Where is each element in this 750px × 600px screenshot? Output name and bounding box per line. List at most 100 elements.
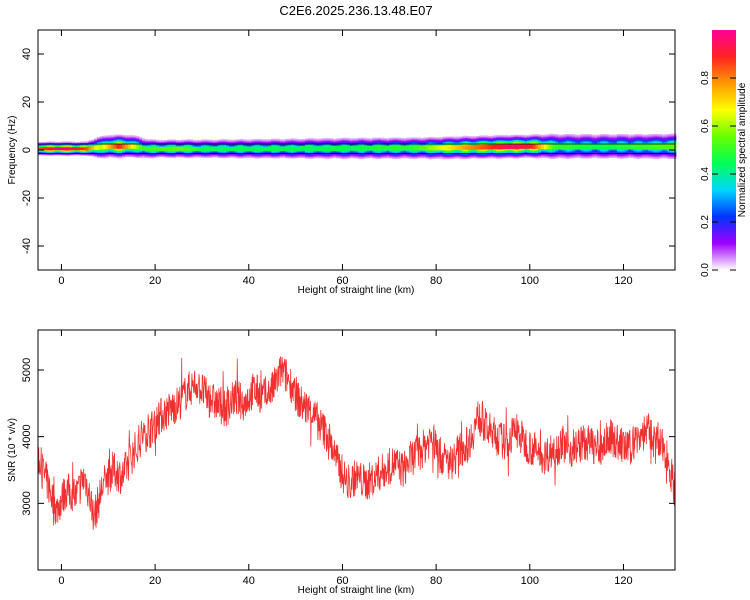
- heatmap-cell: [38, 148, 42, 150]
- heatmap-cell: [406, 138, 410, 140]
- heatmap-cell: [108, 155, 112, 157]
- heatmap-cell: [231, 149, 236, 151]
- heatmap-cell: [127, 141, 132, 143]
- heatmap-cell: [288, 153, 292, 155]
- heatmap-cell: [243, 156, 247, 158]
- heatmap-cell: [363, 145, 368, 147]
- heatmap-cell: [102, 156, 106, 158]
- heatmap-cell: [189, 155, 193, 157]
- heatmap-cell: [434, 141, 438, 143]
- heatmap-cell: [282, 142, 286, 144]
- heatmap-cell: [448, 153, 452, 155]
- heatmap-cell: [240, 153, 244, 155]
- heatmap-cell: [57, 151, 61, 153]
- heatmap-cell: [175, 148, 179, 150]
- heatmap-cell: [389, 154, 393, 156]
- heatmap-cell: [408, 155, 413, 157]
- heatmap-cell: [411, 156, 415, 158]
- heatmap-cell: [476, 157, 480, 159]
- heatmap-cell: [479, 155, 483, 157]
- heatmap-cell: [304, 148, 309, 150]
- heatmap-cell: [156, 151, 160, 153]
- heatmap-cell: [136, 138, 140, 140]
- heatmap-cell: [116, 144, 120, 146]
- heatmap-cell: [465, 149, 469, 151]
- heatmap-cell: [476, 154, 480, 156]
- heatmap-cell: [347, 140, 351, 142]
- heatmap-cell: [400, 157, 404, 159]
- heatmap-cell: [125, 145, 129, 147]
- heatmap-cell: [111, 149, 115, 151]
- heatmap-cell: [316, 156, 320, 158]
- heatmap-cell: [99, 148, 104, 150]
- heatmap-cell: [344, 140, 348, 142]
- heatmap-cell: [366, 149, 371, 151]
- heatmap-cell: [231, 148, 236, 150]
- heatmap-cell: [161, 148, 165, 150]
- heatmap-cell: [459, 139, 463, 141]
- heatmap-cell: [361, 145, 365, 147]
- heatmap-cell: [116, 148, 120, 150]
- heatmap-cell: [349, 152, 354, 154]
- heatmap-cell: [265, 145, 269, 147]
- heatmap-cell: [330, 146, 334, 148]
- heatmap-cell: [195, 139, 199, 141]
- heatmap-cell: [52, 147, 56, 149]
- heatmap-cell: [139, 137, 143, 139]
- heatmap-cell: [108, 136, 112, 138]
- heatmap-cell: [156, 154, 160, 156]
- heatmap-cell: [97, 150, 101, 152]
- heatmap-cell: [108, 137, 112, 139]
- heatmap-cell: [299, 149, 303, 151]
- heatmap-cell: [80, 145, 84, 147]
- heatmap-cell: [88, 140, 92, 142]
- heatmap-cell: [380, 147, 385, 149]
- heatmap-cell: [304, 150, 309, 152]
- heatmap-cell: [170, 146, 174, 148]
- heatmap-cell: [375, 146, 379, 148]
- heatmap-cell: [43, 146, 47, 148]
- heatmap-cell: [243, 144, 247, 146]
- heatmap-cell: [198, 150, 202, 152]
- heatmap-cell: [82, 145, 87, 147]
- heatmap-cell: [330, 144, 334, 146]
- heatmap-cell: [293, 151, 297, 153]
- heatmap-cell: [265, 144, 269, 146]
- heatmap-cell: [330, 155, 334, 157]
- heatmap-cell: [288, 141, 292, 143]
- heatmap-cell: [178, 140, 182, 142]
- heatmap-cell: [71, 151, 75, 153]
- heatmap-cell: [437, 144, 441, 146]
- heatmap-cell: [198, 149, 202, 151]
- heatmap-cell: [386, 139, 390, 141]
- heatmap-cell: [268, 139, 272, 141]
- heatmap-cell: [46, 149, 50, 151]
- heatmap-cell: [423, 144, 427, 146]
- heatmap-cell: [467, 141, 472, 143]
- heatmap-cell: [290, 154, 295, 156]
- heatmap-cell: [344, 138, 348, 140]
- heatmap-cell: [465, 144, 469, 146]
- heatmap-cell: [383, 150, 387, 152]
- heatmap-cell: [43, 145, 47, 147]
- heatmap-cell: [333, 144, 337, 146]
- heatmap-cell: [304, 141, 309, 143]
- heatmap-cell: [245, 144, 250, 146]
- heatmap-cell: [467, 155, 472, 157]
- heatmap-cell: [439, 139, 444, 141]
- heatmap-cell: [153, 144, 157, 146]
- heatmap-cell: [355, 138, 359, 140]
- heatmap-cell: [144, 149, 148, 151]
- heatmap-cell: [215, 142, 219, 144]
- heatmap-cell: [445, 158, 449, 160]
- heatmap-cell: [220, 149, 224, 151]
- heatmap-cell: [465, 146, 469, 148]
- heatmap-cell: [459, 156, 463, 158]
- heatmap-cell: [372, 152, 376, 154]
- heatmap-cell: [141, 146, 146, 148]
- heatmap-cell: [167, 146, 171, 147]
- heatmap-cell: [349, 153, 354, 155]
- heatmap-cell: [245, 156, 250, 158]
- heatmap-cell: [226, 147, 230, 149]
- heatmap-cell: [344, 137, 348, 139]
